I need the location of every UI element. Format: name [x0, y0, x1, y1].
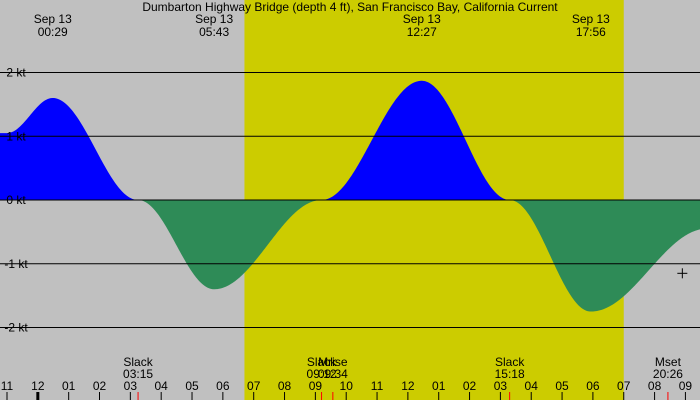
ebb-area — [0, 200, 700, 312]
x-tick-label: 03 — [494, 379, 508, 393]
x-tick-label: 04 — [155, 379, 169, 393]
y-tick-label: -2 kt — [4, 321, 28, 335]
x-tick-label: 12 — [401, 379, 415, 393]
y-tick-label: -1 kt — [4, 257, 28, 271]
event-name: Slack — [123, 355, 153, 369]
y-gridlines: 2 kt 1 kt 0 kt -1 kt -2 kt — [0, 66, 700, 335]
x-tick-label: 09 — [309, 379, 323, 393]
x-tick-label: 11 — [371, 379, 384, 393]
extremum-date: Sep 13 — [403, 12, 441, 26]
x-tick-label: 04 — [525, 379, 539, 393]
y-tick-label: 2 kt — [6, 66, 26, 80]
x-tick-label: 08 — [648, 379, 662, 393]
flood-area — [0, 80, 700, 200]
x-tick-label: 06 — [216, 379, 230, 393]
x-tick-label: 10 — [340, 379, 354, 393]
x-tick-label: 07 — [247, 379, 261, 393]
extremum-time: 17:56 — [576, 25, 606, 39]
x-tick-label: 03 — [124, 379, 138, 393]
x-tick-label: 09 — [679, 379, 693, 393]
event-time: 09:34 — [318, 367, 348, 381]
event-name: Slack — [307, 355, 337, 369]
x-tick-label: 11 — [1, 379, 14, 393]
event-name: Slack — [495, 355, 525, 369]
event-time: 20:26 — [653, 367, 683, 381]
event-time: 15:18 — [495, 367, 525, 381]
x-tick-label: 07 — [617, 379, 631, 393]
chart-title: Dumbarton Highway Bridge (depth 4 ft), S… — [142, 0, 558, 14]
extremum-time: 00:29 — [38, 25, 68, 39]
x-axis: 11 12 01 02 03 04 05 06 07 08 09 10 11 12 01 02 03 04 05 06… — [1, 379, 693, 400]
extremum-date: Sep 13 — [34, 12, 72, 26]
event-labels: Slack03:15Slack09:12Mrise09:34Slack15:18… — [123, 355, 683, 400]
x-tick-label: 05 — [185, 379, 199, 393]
current-time-marker — [677, 268, 688, 279]
x-tick-label: 05 — [555, 379, 569, 393]
event-name: Mrise — [318, 355, 348, 369]
event-name: Mset — [655, 355, 682, 369]
y-tick-label: 0 kt — [6, 193, 26, 207]
event-time: 09:12 — [307, 367, 337, 381]
current-areas — [0, 80, 700, 312]
extremum-date: Sep 13 — [195, 12, 233, 26]
x-tick-label: 01 — [62, 379, 76, 393]
y-tick-label: 1 kt — [6, 129, 26, 143]
x-tick-label: 02 — [93, 379, 107, 393]
x-tick-label: 08 — [278, 379, 292, 393]
x-tick-label: 02 — [463, 379, 477, 393]
extremum-time: 05:43 — [199, 25, 229, 39]
event-time: 03:15 — [123, 367, 153, 381]
x-tick-label: 06 — [586, 379, 600, 393]
extremum-date: Sep 13 — [572, 12, 610, 26]
x-tick-label: 01 — [432, 379, 446, 393]
x-tick-label: 12 — [31, 379, 45, 393]
extremum-time: 12:27 — [407, 25, 437, 39]
